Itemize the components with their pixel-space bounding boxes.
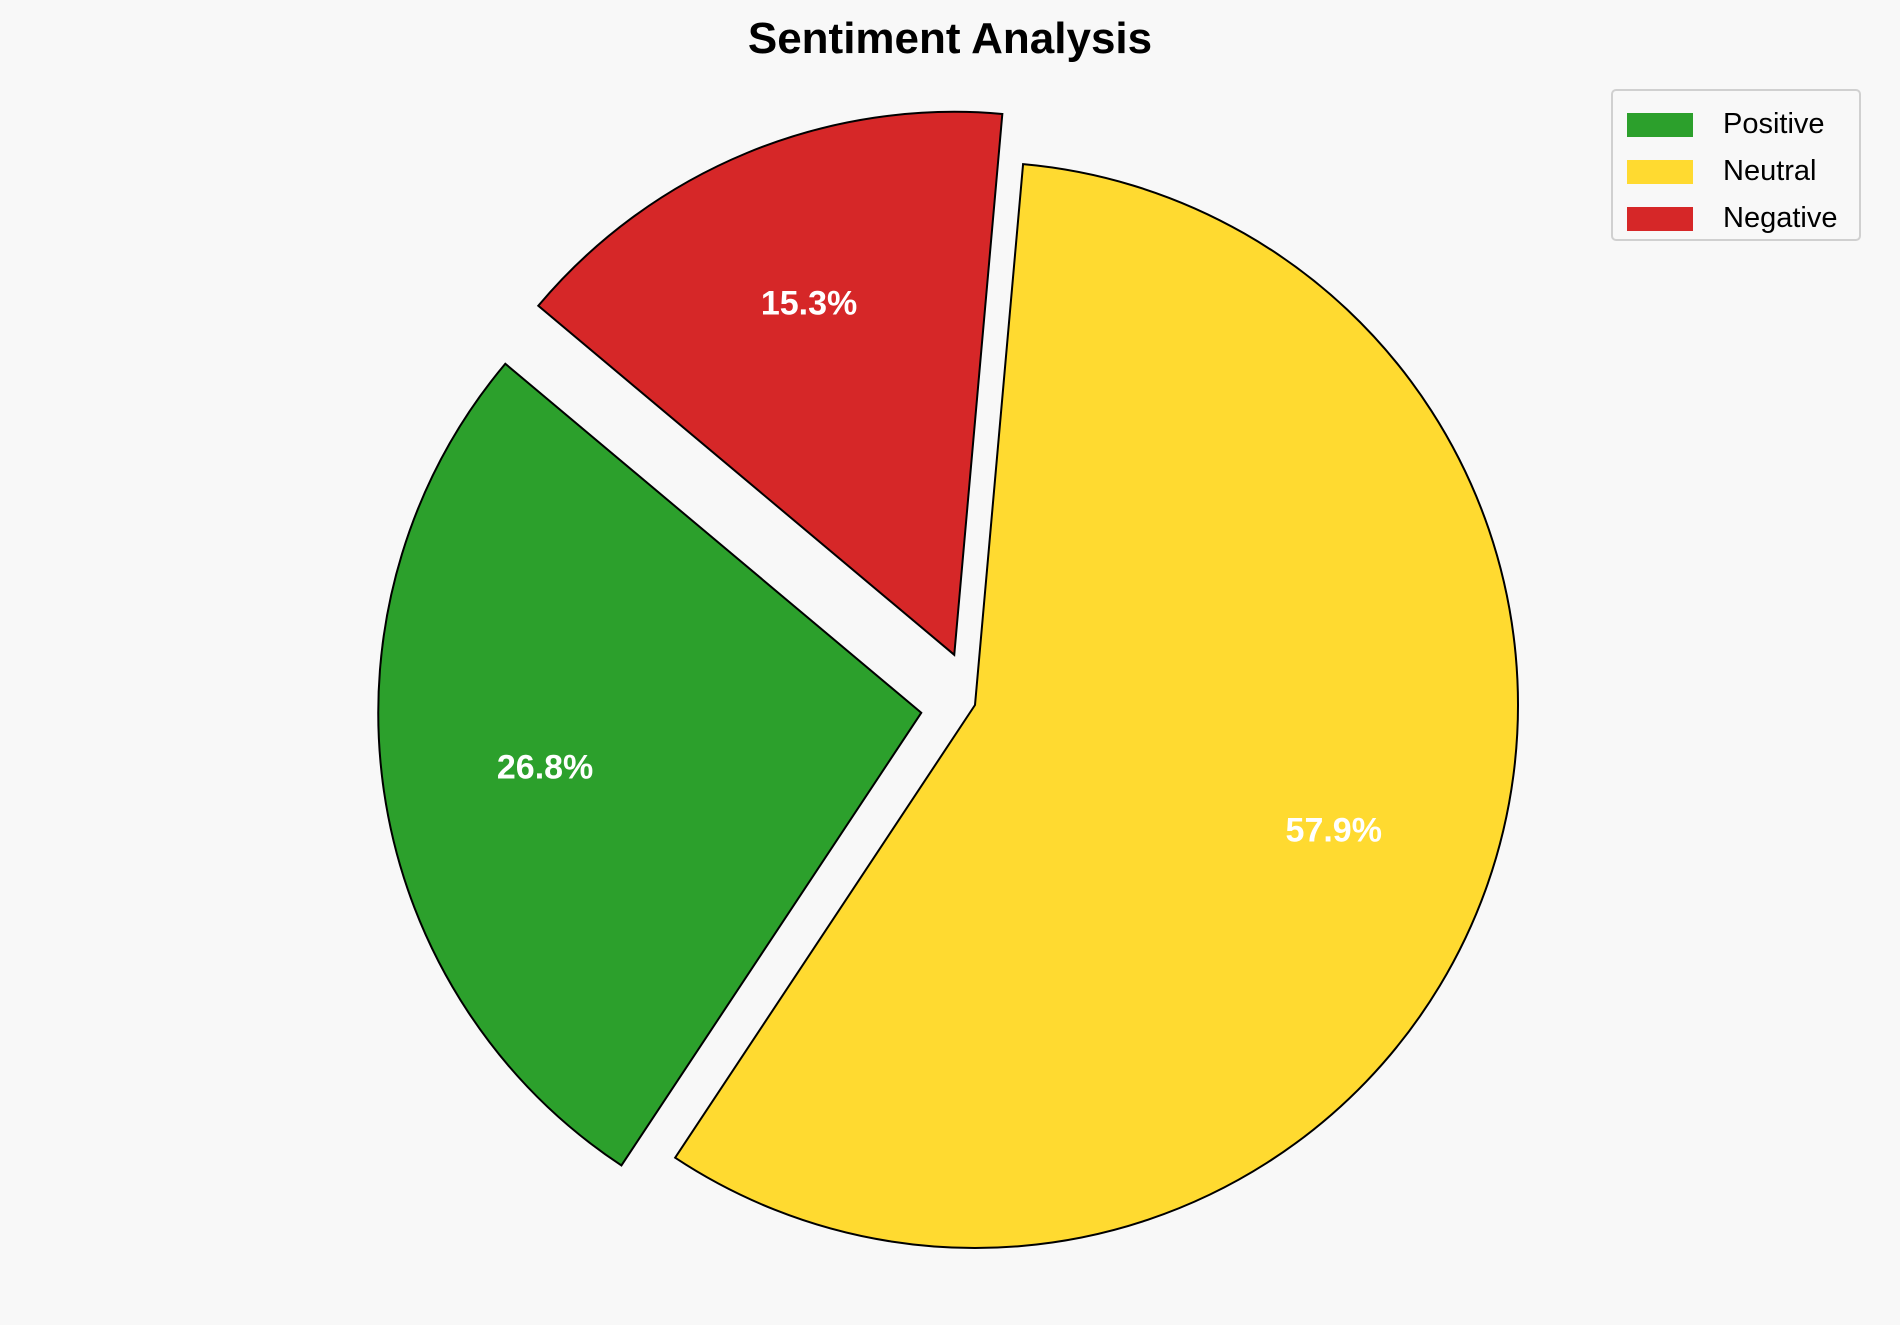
legend-swatch (1627, 112, 1693, 137)
pie-slice-neutral (673, 163, 1519, 1249)
pie-slice-negative (536, 110, 1004, 657)
legend-item-positive: Positive (1627, 101, 1859, 148)
legend-item-neutral: Neutral (1627, 148, 1859, 195)
legend-label: Negative (1723, 202, 1838, 234)
pie-slice-positive (377, 362, 923, 1167)
legend: Positive Neutral Negative (1611, 89, 1861, 241)
legend-label: Positive (1723, 108, 1825, 140)
pie-percent-label: 57.9% (1286, 812, 1382, 850)
legend-item-negative: Negative (1627, 195, 1859, 242)
legend-swatch (1627, 159, 1693, 184)
chart-title: Sentiment Analysis (747, 14, 1153, 63)
legend-swatch (1627, 206, 1693, 231)
pie-percent-label: 15.3% (761, 285, 857, 323)
legend-label: Neutral (1723, 155, 1817, 187)
pie-percent-label: 26.8% (497, 748, 593, 786)
